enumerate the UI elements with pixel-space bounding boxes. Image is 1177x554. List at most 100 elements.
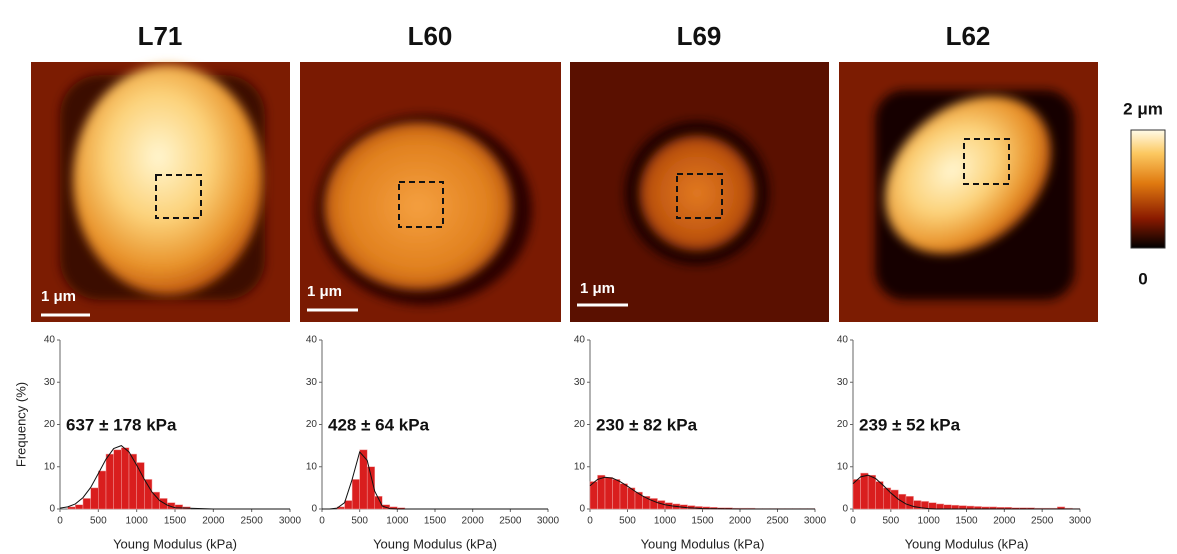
bar xyxy=(144,479,153,510)
bar xyxy=(943,504,952,510)
x-tick-label: 2500 xyxy=(766,516,789,527)
bar xyxy=(90,487,99,510)
bar xyxy=(351,479,360,510)
chart-title: L71 xyxy=(138,21,183,51)
chart-title: L69 xyxy=(677,21,722,51)
scale-bar-label: 1 μm xyxy=(41,288,76,305)
chart-title: L60 xyxy=(408,21,453,51)
afm-image xyxy=(300,62,561,322)
x-tick-label: 1000 xyxy=(918,516,941,527)
bar xyxy=(75,504,84,510)
bar xyxy=(875,481,884,510)
bar xyxy=(98,470,107,510)
bar xyxy=(905,496,914,510)
y-tick-label: 0 xyxy=(579,504,585,515)
x-tick-label: 2000 xyxy=(993,516,1016,527)
colorbar xyxy=(1130,129,1166,249)
y-tick-label: 40 xyxy=(574,335,586,346)
bar xyxy=(589,481,598,510)
x-tick-label: 0 xyxy=(57,516,63,527)
x-tick-label: 500 xyxy=(90,516,107,527)
y-tick-label: 20 xyxy=(306,419,318,430)
y-tick-label: 30 xyxy=(574,377,586,388)
x-tick-label: 2000 xyxy=(462,516,485,527)
bar xyxy=(867,474,876,510)
y-tick-label: 20 xyxy=(44,419,56,430)
fit-curve xyxy=(322,450,548,510)
bar xyxy=(852,479,861,510)
bar xyxy=(151,491,160,510)
bar xyxy=(619,483,628,510)
bar xyxy=(113,449,122,510)
x-axis-label: Young Modulus (kPa) xyxy=(905,536,1029,551)
y-tick-label: 40 xyxy=(44,335,56,346)
fit-curve xyxy=(589,476,815,510)
bar xyxy=(136,462,145,510)
fit-curve xyxy=(59,445,290,510)
y-tick-label: 20 xyxy=(574,419,586,430)
x-axis-label: Young Modulus (kPa) xyxy=(641,536,765,551)
y-tick-label: 30 xyxy=(837,377,849,388)
x-tick-label: 2000 xyxy=(729,516,752,527)
x-axis-label: Young Modulus (kPa) xyxy=(113,536,237,551)
x-tick-label: 500 xyxy=(619,516,636,527)
bar xyxy=(890,489,899,510)
bar xyxy=(121,447,130,510)
x-tick-label: 2500 xyxy=(499,516,522,527)
bar xyxy=(344,500,353,510)
fit-curve xyxy=(852,474,1080,510)
bar xyxy=(366,466,375,510)
x-tick-label: 0 xyxy=(850,516,856,527)
x-tick-label: 0 xyxy=(319,516,325,527)
x-tick-label: 2000 xyxy=(202,516,225,527)
bar xyxy=(604,477,613,510)
y-tick-label: 30 xyxy=(306,377,318,388)
scale-bar-label: 1 μm xyxy=(580,280,615,297)
x-tick-label: 500 xyxy=(882,516,899,527)
x-tick-label: 2500 xyxy=(1031,516,1054,527)
x-tick-label: 3000 xyxy=(537,516,560,527)
x-tick-label: 0 xyxy=(587,516,593,527)
bar xyxy=(67,506,76,510)
x-tick-label: 1000 xyxy=(654,516,677,527)
afm-image xyxy=(31,62,290,322)
y-tick-label: 0 xyxy=(311,504,317,515)
x-tick-label: 1500 xyxy=(424,516,447,527)
annotation: 428 ± 64 kPa xyxy=(328,415,430,434)
afm-image xyxy=(839,62,1098,322)
bar xyxy=(935,503,945,510)
x-tick-label: 500 xyxy=(351,516,368,527)
y-tick-label: 10 xyxy=(44,461,56,472)
afm-image xyxy=(570,62,829,322)
bar xyxy=(597,474,606,510)
x-tick-label: 2500 xyxy=(241,516,264,527)
y-tick-label: 40 xyxy=(837,335,849,346)
x-tick-label: 1500 xyxy=(955,516,978,527)
x-tick-label: 1500 xyxy=(164,516,187,527)
annotation: 239 ± 52 kPa xyxy=(859,415,961,434)
y-tick-label: 40 xyxy=(306,335,318,346)
y-tick-label: 10 xyxy=(837,461,849,472)
bar xyxy=(883,487,892,510)
y-tick-label: 10 xyxy=(574,461,586,472)
bar xyxy=(159,498,168,510)
colorbar-max: 2 μm xyxy=(1123,99,1163,118)
x-tick-label: 3000 xyxy=(279,516,302,527)
bar xyxy=(105,453,114,510)
annotation: 637 ± 178 kPa xyxy=(66,415,177,434)
bar xyxy=(374,496,383,510)
x-tick-label: 1000 xyxy=(386,516,409,527)
bar xyxy=(612,479,621,510)
chart-title: L62 xyxy=(946,21,991,51)
x-tick-label: 3000 xyxy=(1069,516,1092,527)
y-tick-label: 10 xyxy=(306,461,318,472)
x-axis-label: Young Modulus (kPa) xyxy=(373,536,497,551)
x-tick-label: 1000 xyxy=(126,516,149,527)
bar xyxy=(860,472,869,510)
y-tick-label: 0 xyxy=(49,504,55,515)
x-tick-label: 1500 xyxy=(691,516,714,527)
y-tick-label: 20 xyxy=(837,419,849,430)
annotation: 230 ± 82 kPa xyxy=(596,415,698,434)
bar xyxy=(958,505,967,510)
